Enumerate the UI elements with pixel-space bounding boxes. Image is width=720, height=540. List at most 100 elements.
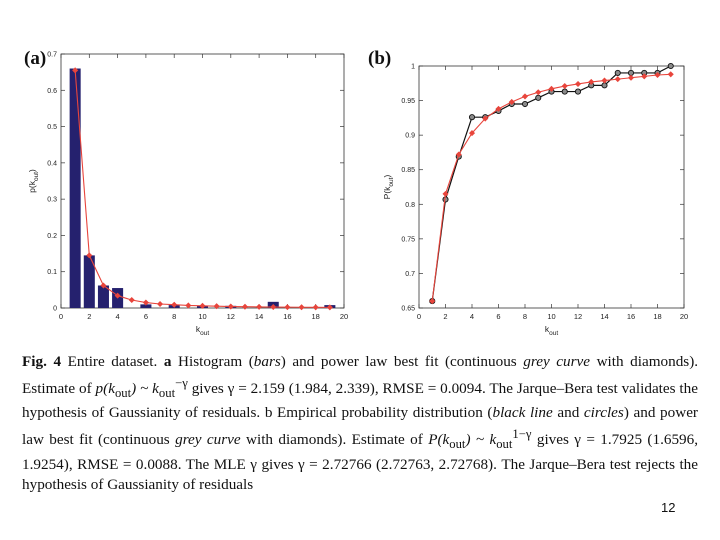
x-tick-label: 16 [283, 312, 291, 321]
fit-point [548, 85, 555, 92]
caption-part: with diamonds). Estimate of [246, 430, 423, 448]
cumulative-chart: 0 2 4 6 8 10 12 14 16 18 20 0.65 0.7 0.75 0.8 0.85 0.9 0.… [382, 62, 688, 337]
fit-point [482, 115, 489, 122]
caption-part: Histogram ( [178, 353, 254, 370]
x-tick-label: 20 [680, 312, 688, 321]
fit-point [213, 303, 220, 310]
panel-label-b: (b) [368, 48, 392, 69]
caption-part: ) and power law best fit (continuous [280, 353, 517, 370]
x-tick-label: 12 [574, 312, 582, 321]
caption-part: ) and power law best fit (continuous [22, 404, 698, 448]
fit-point [588, 78, 595, 85]
y-tick-label: 0.3 [47, 197, 57, 204]
x-tick-label: 6 [144, 312, 148, 321]
fit-point [614, 76, 621, 83]
x-tick-label: 2 [87, 312, 91, 321]
fit-point [284, 304, 291, 311]
fit-point [561, 83, 568, 90]
y-tick-label: 0.7 [405, 271, 415, 278]
histogram-bar [69, 68, 81, 308]
caption-part: bars [253, 353, 281, 370]
plot-area [418, 65, 685, 309]
y-tick-label: 0.1 [47, 269, 57, 276]
x-tick-label: 16 [627, 312, 635, 321]
fit-point [312, 304, 319, 311]
y-tick-label: 0.7 [47, 52, 57, 59]
fit-point [429, 298, 436, 305]
x-tick-label: 4 [470, 312, 474, 321]
caption-part: ) ~ k [465, 430, 497, 448]
y-axis-label: P(kout) [382, 175, 395, 200]
histogram-chart: 0 2 4 6 8 10 12 14 16 18 2000.10.20.30.40.50.60.7k… [27, 52, 348, 338]
empirical-point [561, 88, 568, 95]
empirical-point [667, 62, 674, 70]
caption-part: grey curve [175, 430, 241, 448]
x-tick-label: 8 [523, 312, 527, 321]
fit-point [521, 93, 529, 100]
caption-part: black line [492, 404, 553, 422]
caption-part: circles [583, 404, 624, 422]
y-tick-label: 0.95 [401, 98, 415, 105]
fit-point [199, 302, 206, 309]
caption-part: p(k [95, 379, 115, 397]
y-tick-label: 0.5 [47, 124, 57, 131]
x-tick-label: 14 [255, 312, 263, 321]
x-tick-label: 6 [496, 312, 500, 321]
fit-point [455, 151, 462, 158]
y-tick-label: 0.4 [47, 160, 57, 167]
y-tick-label: 0 [53, 306, 57, 313]
page-number: 12 [661, 500, 676, 515]
fit-point [442, 190, 449, 197]
empirical-point [521, 100, 529, 108]
fit-point [241, 303, 248, 310]
caption-part: with diamonds). Estimate of [22, 353, 699, 397]
fit-point [574, 80, 582, 88]
fit-point [100, 282, 107, 289]
x-tick-label: 14 [600, 312, 608, 321]
plot-area [60, 53, 345, 309]
caption-part: out [449, 436, 466, 451]
caption-part: out [114, 385, 132, 400]
empirical-point [468, 114, 476, 121]
x-tick-label: 2 [443, 312, 447, 321]
fit-point [270, 303, 277, 311]
caption-part: Entire dataset. [67, 353, 158, 370]
x-tick-label: 8 [172, 312, 176, 321]
fit-point [128, 296, 135, 304]
x-tick-label: 18 [653, 312, 661, 321]
empirical-point [535, 94, 542, 101]
fit-point [86, 252, 93, 259]
caption-part: grey curve [523, 353, 590, 370]
empirical-point [574, 88, 582, 95]
caption-part: gives γ = 1.7925 (1.6596, 1.9254), RMSE … [22, 430, 699, 494]
fit-point [72, 67, 79, 74]
fit-point [114, 292, 121, 299]
y-tick-label: 0.9 [405, 133, 415, 140]
fit-point [256, 303, 263, 310]
y-tick-label: 0.75 [401, 236, 415, 243]
caption-part: and [557, 404, 580, 422]
y-tick-label: 0.65 [401, 306, 415, 313]
x-tick-label: 10 [198, 312, 206, 321]
x-tick-label: 18 [312, 312, 320, 321]
fit-point [142, 299, 149, 306]
x-tick-label: 12 [227, 312, 235, 321]
y-tick-label: 0.6 [47, 88, 57, 95]
fit-point [508, 98, 515, 105]
caption-fig-label: Fig. 4 [22, 353, 62, 370]
fit-point [468, 130, 476, 137]
fit-point [298, 304, 305, 311]
caption-part: −γ [175, 375, 188, 390]
y-tick-label: 0.2 [47, 233, 57, 240]
fit-point [171, 301, 178, 308]
fit-point [535, 89, 542, 96]
histogram-bar [83, 255, 95, 308]
x-tick-label: 10 [547, 312, 555, 321]
x-axis-label: kout [545, 324, 558, 337]
caption-part: 1−γ [512, 426, 532, 441]
fit-point [667, 71, 674, 78]
caption-part: ) ~ k [131, 379, 159, 397]
fit-point [157, 300, 164, 308]
x-tick-label: 0 [417, 312, 421, 321]
caption-part: P(k [428, 430, 450, 448]
